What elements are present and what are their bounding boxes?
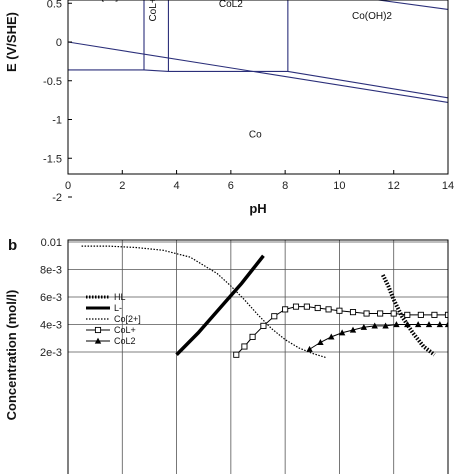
series-col2-marker bbox=[382, 322, 389, 329]
series-col2-marker bbox=[349, 326, 357, 333]
pourbaix-x-tick-label: 12 bbox=[388, 180, 400, 192]
pourbaix-x-axis-label: pH bbox=[249, 201, 266, 216]
series-col2-marker bbox=[328, 333, 335, 340]
concentration-y-tick-label: 6e-3 bbox=[40, 292, 62, 304]
series-co-2 bbox=[81, 245, 327, 359]
series-col-marker bbox=[363, 310, 370, 317]
series-col-marker bbox=[377, 310, 384, 317]
series-col2-marker bbox=[360, 323, 368, 330]
series-col2 bbox=[306, 321, 448, 352]
legend-co-2-label: Co[2+] bbox=[114, 314, 141, 324]
series-col-marker bbox=[282, 306, 289, 313]
series-l bbox=[175, 254, 265, 356]
series-col-marker bbox=[260, 322, 267, 329]
pourbaix-y-tick-label: -1 bbox=[52, 115, 62, 127]
concentration-y-tick-label: 0.01 bbox=[41, 237, 62, 249]
region-label-col: CoL+ bbox=[148, 0, 159, 22]
series-col-marker bbox=[417, 311, 424, 318]
region-label-col2: CoL2 bbox=[219, 0, 243, 10]
series-col-marker bbox=[241, 343, 248, 350]
pourbaix-plot-frame bbox=[67, 0, 449, 175]
concentration-plot-frame bbox=[67, 239, 449, 474]
series-col-marker bbox=[249, 333, 256, 340]
series-col-marker bbox=[336, 307, 343, 314]
concentration-panel: 0.01 8e-3 6e-3 4e-3 2e-3 b Concentration (mo… bbox=[4, 237, 449, 474]
pourbaix-x-tick-label: 14 bbox=[442, 180, 454, 192]
series-col bbox=[233, 303, 448, 358]
pourbaix-y-tick-label: -1.5 bbox=[43, 153, 62, 165]
series-col2-marker bbox=[444, 321, 448, 328]
series-col-marker bbox=[325, 306, 332, 313]
series-col-marker bbox=[271, 313, 278, 320]
series-hl-line bbox=[381, 274, 436, 357]
pourbaix-y-tick-label: 0.5 bbox=[47, 0, 62, 10]
panel-label-b: b bbox=[8, 237, 17, 254]
series-l-line bbox=[175, 254, 265, 356]
series-col-marker bbox=[404, 311, 411, 318]
pourbaix-x-tick-label: 8 bbox=[282, 180, 288, 192]
series-col2-marker bbox=[338, 329, 346, 336]
pourbaix-y-tick-label: -2 bbox=[52, 192, 62, 204]
pourbaix-panel: Co[2+] CoL+ CoL2 Co(OH)2 Co 0.5 0 -0.5 -1 -1.5 -2… bbox=[4, 0, 454, 216]
pourbaix-y-tick-label: 0 bbox=[56, 37, 62, 49]
pourbaix-x-tick-label: 6 bbox=[228, 180, 234, 192]
series-col2-marker bbox=[414, 321, 422, 328]
series-col-marker bbox=[314, 304, 321, 312]
pourbaix-boundary-line bbox=[374, 0, 448, 10]
pourbaix-y-axis-label: E (V/SHE) bbox=[4, 12, 19, 72]
region-label-co-2: Co[2+] bbox=[88, 0, 118, 2]
series-col-marker bbox=[349, 309, 357, 316]
concentration-y-axis-label: Concentration (mol/l) bbox=[4, 290, 19, 421]
region-label-co: Co bbox=[249, 129, 262, 140]
series-col2-marker bbox=[317, 338, 324, 345]
series-col-marker bbox=[390, 310, 397, 317]
region-label-co-oh-2: Co(OH)2 bbox=[352, 11, 392, 22]
pourbaix-x-tick-label: 0 bbox=[65, 180, 71, 192]
series-co-2-line bbox=[81, 245, 327, 359]
series-hl bbox=[381, 274, 436, 357]
legend-col-label: CoL+ bbox=[114, 325, 136, 335]
pourbaix-x-tick-label: 4 bbox=[174, 180, 180, 192]
legend-col2-marker bbox=[94, 337, 102, 344]
series-col2-marker bbox=[436, 321, 444, 328]
legend-hl-label: HL bbox=[114, 292, 126, 302]
pourbaix-y-tick-label: -0.5 bbox=[43, 76, 62, 88]
series-col2-marker bbox=[371, 322, 378, 329]
concentration-y-tick-label: 4e-3 bbox=[40, 320, 62, 332]
pourbaix-x-tick-label: 10 bbox=[333, 180, 345, 192]
series-col2-marker bbox=[425, 321, 433, 328]
pourbaix-x-tick-label: 2 bbox=[119, 180, 125, 192]
series-col2-marker bbox=[404, 321, 411, 328]
legend-col-marker bbox=[94, 326, 102, 334]
series-col2-marker bbox=[393, 321, 400, 328]
pourbaix-boundary-line bbox=[68, 41, 448, 103]
legend-col2-label: CoL2 bbox=[114, 336, 136, 346]
series-col-marker bbox=[233, 351, 240, 358]
concentration-y-tick-label: 8e-3 bbox=[40, 265, 62, 277]
concentration-legend: HLL-Co[2+]CoL+CoL2 bbox=[86, 292, 141, 346]
series-col-marker bbox=[292, 303, 300, 310]
series-col-marker bbox=[431, 311, 438, 318]
series-col2-marker bbox=[306, 345, 313, 352]
series-col-marker bbox=[303, 303, 310, 310]
legend-l-label: L- bbox=[114, 303, 122, 313]
concentration-y-tick-label: 2e-3 bbox=[40, 347, 62, 359]
